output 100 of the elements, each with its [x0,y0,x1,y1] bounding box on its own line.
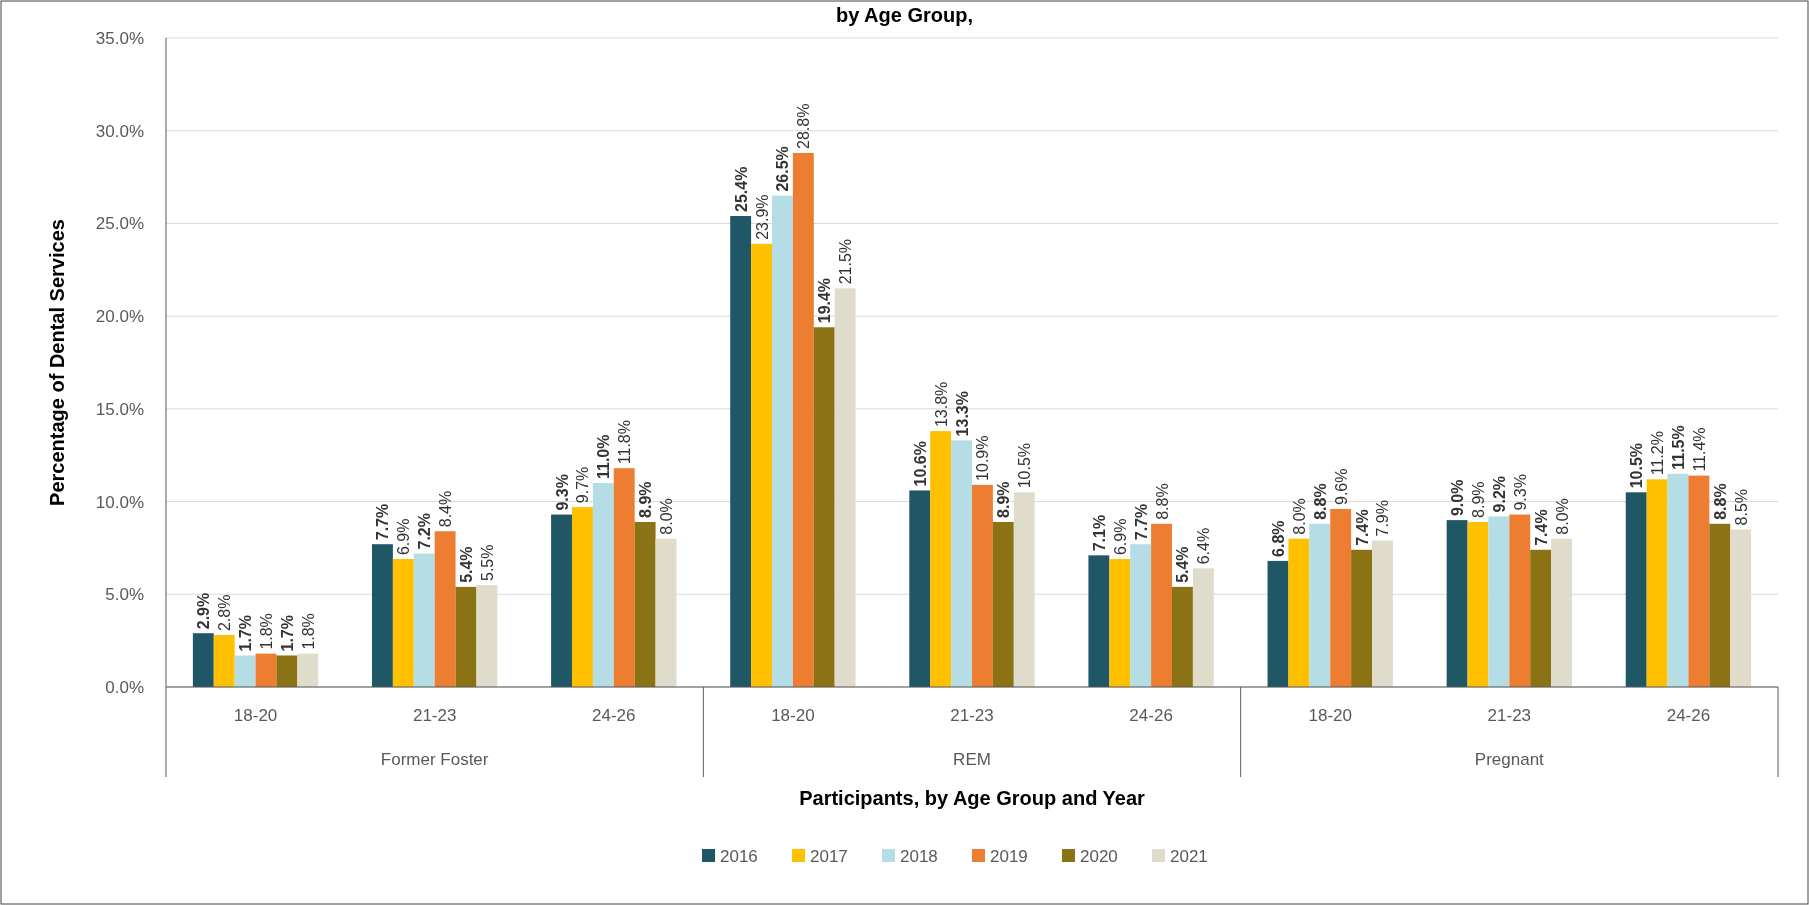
data-label: 5.5% [478,544,496,582]
x-tick-label: 18-20 [233,706,278,725]
bar [1509,514,1531,687]
data-label: 7.4% [1353,509,1371,546]
bar [413,553,435,687]
bar [813,327,835,687]
data-label: 11.0% [595,434,613,480]
y-tick-label: 0.0% [105,677,144,697]
x-tick-label: 24-26 [1666,706,1711,725]
bar [1530,549,1552,687]
data-label: 7.7% [1132,503,1150,541]
data-label: 8.5% [1732,488,1750,526]
data-label: 8.0% [1553,498,1571,535]
bar [1351,549,1373,687]
data-label: 8.9% [995,481,1013,518]
data-label: 19.4% [816,277,834,324]
x-tick-label: 24-26 [1129,706,1173,725]
bar [192,633,214,687]
data-label: 7.1% [1090,514,1108,552]
bar [1172,586,1193,687]
bar [834,288,856,687]
bar [930,431,952,687]
data-label: 2.9% [195,592,213,630]
bar [1625,492,1647,687]
x-tick-label: 18-20 [771,706,815,725]
data-label: 7.7% [374,503,392,541]
data-label: 10.5% [1016,442,1034,489]
bar [972,484,993,687]
legend-label: 2020 [1080,846,1118,866]
x-tick-label: 21-23 [412,706,457,725]
bar [1013,492,1035,687]
bar [213,635,235,687]
y-tick-label: 25.0% [95,214,144,234]
bar [1109,559,1131,687]
data-label: 11.5% [1670,425,1687,470]
data-label: 13.3% [953,391,971,437]
x-tick-label: 21-23 [1487,706,1532,725]
y-tick-label: 10.0% [95,492,144,512]
bar [434,531,456,687]
y-tick-label: 30.0% [95,121,144,141]
data-label: 11.2% [1649,431,1667,476]
data-label: 1.7% [278,615,296,652]
legend-label: 2016 [720,846,758,866]
bar [1288,538,1310,687]
data-label: 1.8% [258,613,275,650]
bar [1646,479,1668,687]
data-label: 10.9% [974,435,992,481]
bar [992,521,1014,687]
legend-label: 2017 [810,846,848,866]
data-label: 23.9% [753,194,771,240]
bar [1667,473,1689,687]
data-label: 28.8% [795,103,813,149]
bar [655,538,677,687]
data-label: 6.4% [1195,527,1213,565]
data-label: 25.4% [732,166,750,213]
bar [792,152,814,687]
data-label: 5.4% [458,546,476,583]
data-label: 11.8% [616,420,634,465]
data-label: 9.3% [1511,474,1529,511]
bar [771,195,793,687]
data-label: 26.5% [774,146,792,192]
bar [1730,529,1752,687]
bar [1446,520,1468,687]
legend-label: 2018 [900,846,938,866]
bar [592,483,614,687]
legend-label: 2021 [1170,846,1208,866]
data-label: 6.8% [1269,520,1287,557]
data-label: 5.4% [1174,546,1192,583]
data-label: 8.4% [437,490,455,528]
text: Pregnant [1474,750,1545,769]
bar [234,655,256,687]
bar [571,507,593,687]
bar [1551,538,1573,687]
bar [1309,523,1331,687]
bar [276,655,298,687]
x-tick-label: 21-23 [950,706,994,725]
x-tick-label: 24-26 [592,706,636,725]
bar [1130,544,1152,687]
bar [297,653,319,687]
chart-title: by Age Group, [835,4,974,26]
x-tick-label: 18-20 [1308,706,1352,725]
data-label: 9.7% [574,466,592,504]
data-label: 8.8% [1711,483,1729,520]
bar [1709,523,1731,687]
bar [1088,555,1110,687]
data-label: 2.8% [216,594,234,632]
x-axis-title: Participants, by Age Group and Year [799,787,1146,809]
data-label: 1.8% [299,613,317,650]
data-label: 8.8% [1311,483,1329,520]
text: Former Foster [380,750,489,769]
bar [909,490,931,687]
data-label: 8.9% [637,481,655,518]
text: REM [953,750,991,769]
data-label: 8.0% [658,498,676,535]
bar [1192,568,1214,687]
bar [1488,516,1510,687]
bar [951,440,972,687]
data-label: 21.5% [837,238,855,285]
data-label: 13.8% [932,381,950,428]
data-label: 9.6% [1332,468,1350,505]
